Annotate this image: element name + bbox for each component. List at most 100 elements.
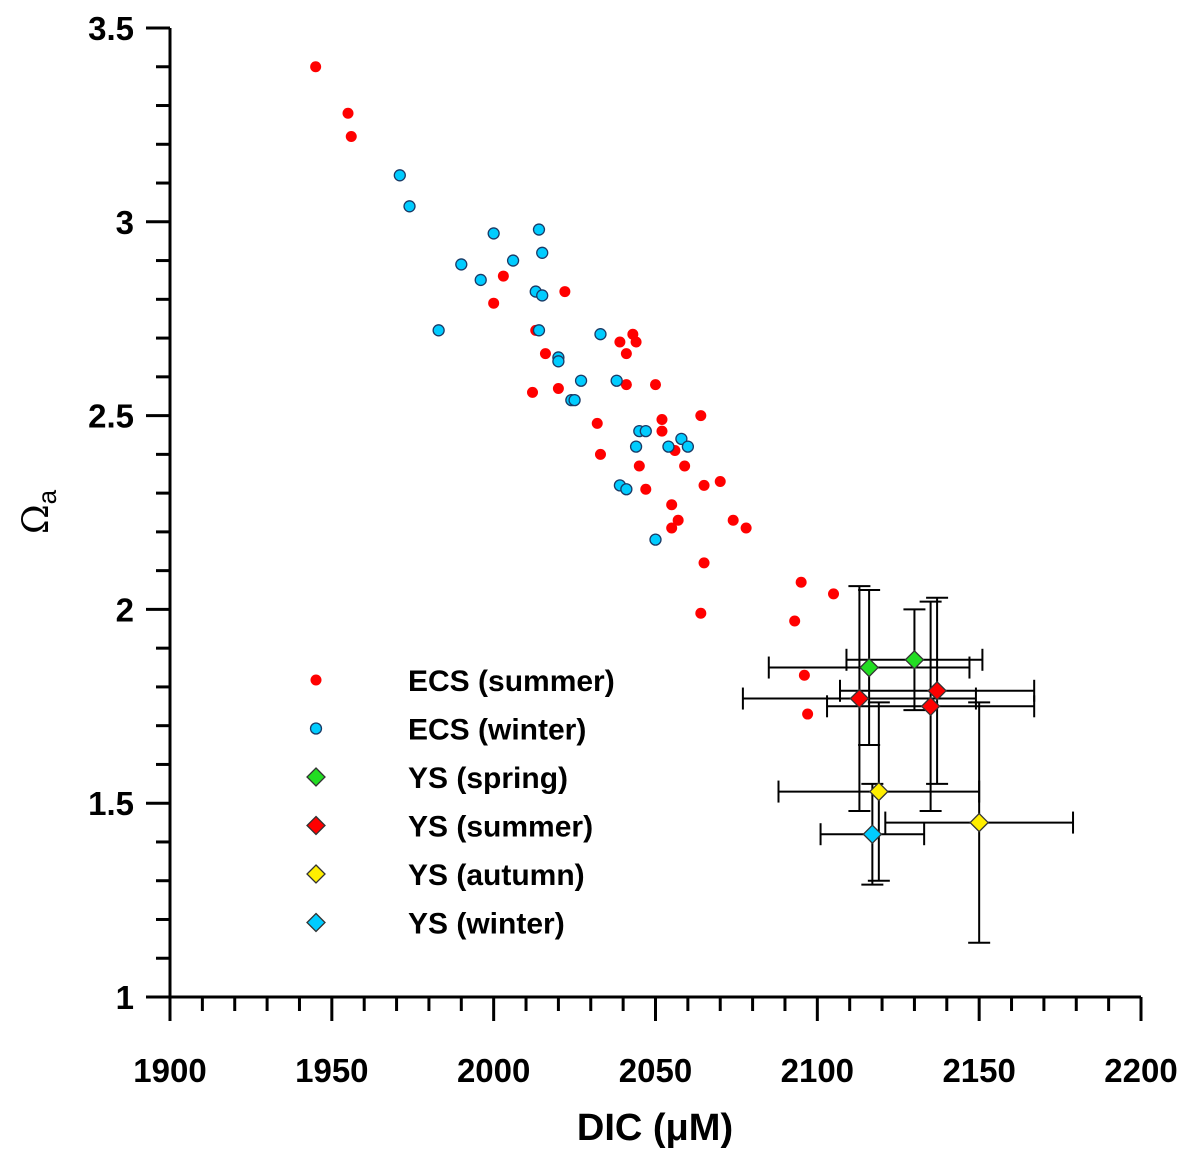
legend-item: ECS (summer) [310,665,615,698]
data-point [591,417,603,429]
series-ys-spring [859,649,925,678]
data-point [539,348,551,360]
series-ecs-winter [393,169,695,546]
data-point [649,533,662,546]
data-point [920,696,941,717]
y-tick-label: 2 [116,591,134,628]
data-point [656,413,668,425]
data-point [536,246,549,259]
data-point [969,812,990,833]
data-point [862,824,883,845]
data-point [681,440,695,453]
data-point [904,649,925,670]
x-axis-ticks [168,997,1143,1021]
legend-marker [306,767,326,787]
data-point [679,460,691,472]
legend-marker [310,674,322,686]
data-point [552,355,565,368]
series-ys-autumn [868,781,990,833]
data-point [532,324,546,337]
x-tick-label: 2200 [1104,1052,1177,1089]
series-ys-summer [849,680,948,717]
x-tick-label: 2050 [619,1052,692,1089]
legend-marker [306,864,326,884]
data-point [614,336,626,348]
x-tick-label: 2100 [781,1052,854,1089]
data-point [698,479,710,491]
data-point [594,328,607,341]
data-point [789,615,801,627]
y-axis-ticks [146,26,170,999]
data-point [662,440,675,453]
legend-item: YS (spring) [306,762,568,795]
legend: ECS (summer) ECS (winter) YS (spring) YS (s… [306,665,615,941]
legend-label: YS (winter) [408,908,565,941]
x-tick-label: 1950 [295,1052,368,1089]
data-point [698,557,710,569]
data-point [620,483,633,496]
data-point [859,657,880,678]
data-point [798,669,810,681]
plot-area: 1900 1950 2000 2050 2100 2150 2200 1 1.5 2 2.5 3 3.… [88,10,1178,1089]
data-point [740,522,752,534]
x-tick-label: 1900 [133,1052,206,1089]
data-point [656,425,668,437]
error-bars [741,585,1075,944]
data-point [675,432,688,446]
data-point [310,61,322,73]
data-point [474,273,487,287]
data-point [639,424,652,438]
y-tick-label: 3 [116,204,134,241]
data-point [559,286,571,298]
data-point [432,324,445,337]
data-point [610,374,623,387]
data-point [666,499,678,511]
legend-marker [306,815,326,836]
y-axis-title: Ωa [16,489,62,534]
data-point [488,297,500,309]
legend-label: YS (spring) [408,762,568,795]
legend-marker [309,722,323,735]
data-point [666,522,678,534]
y-axis-title-main: Ω [16,504,57,534]
series-ecs-summer [310,61,840,720]
x-axis-title: DIC (μM) [577,1107,733,1149]
data-point [868,781,889,802]
data-point [536,289,549,302]
data-point [633,460,645,472]
series-ys-winter [862,824,883,845]
data-point [594,448,606,460]
data-point [393,169,406,182]
data-point [795,576,807,588]
y-tick-label: 3.5 [88,10,134,47]
data-points [310,61,990,845]
x-axis-tick-labels: 1900 1950 2000 2050 2100 2150 2200 [133,1052,1177,1089]
legend-item: ECS (winter) [309,714,586,747]
y-tick-label: 2.5 [88,398,134,435]
data-point [640,483,652,495]
data-point [552,382,564,394]
data-point [620,348,632,360]
x-tick-label: 2150 [942,1052,1015,1089]
data-point [527,386,539,398]
data-point [497,270,509,282]
data-point [455,258,468,271]
data-point [403,200,416,213]
y-tick-label: 1 [116,979,134,1016]
data-point [342,107,354,119]
data-point [506,254,520,267]
data-point [629,440,643,453]
data-point [802,708,814,720]
y-axis-title-sub: a [32,489,62,504]
legend-item: YS (winter) [306,908,565,941]
data-point [695,607,707,619]
legend-item: YS (summer) [306,811,593,844]
legend-item: YS (autumn) [306,859,585,892]
data-point [650,379,661,391]
data-point [487,227,500,240]
data-point [630,336,642,348]
data-point [345,131,357,143]
y-axis-tick-labels: 1 1.5 2 2.5 3 3.5 [88,10,134,1016]
data-point [828,588,840,600]
